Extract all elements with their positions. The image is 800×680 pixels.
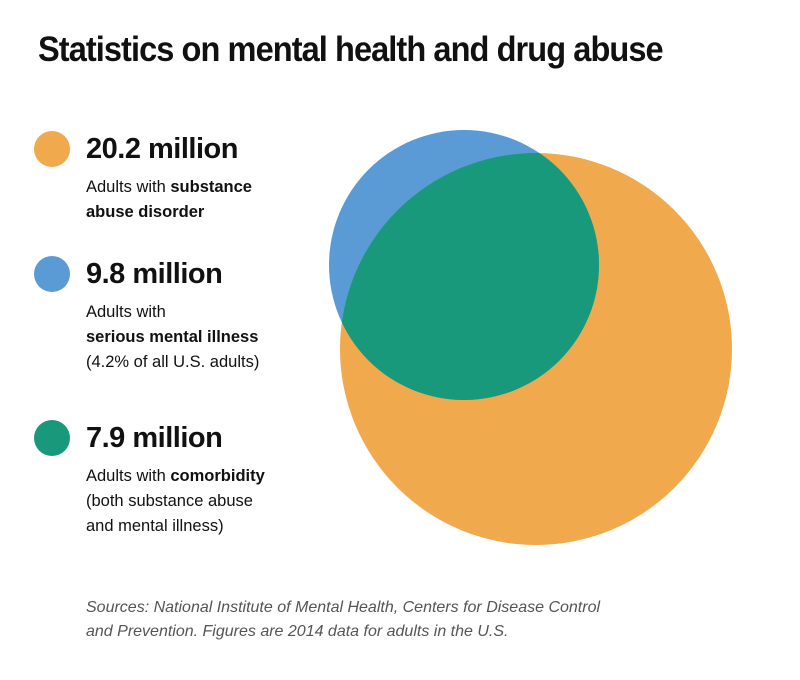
sources-note: Sources: National Institute of Mental He…	[86, 596, 726, 644]
description-line: (both substance abuse	[86, 489, 346, 514]
description-text: (both substance abuse	[86, 492, 253, 510]
page-title: Statistics on mental health and drug abu…	[38, 30, 664, 69]
description-bold-text: substance	[170, 178, 252, 196]
description-text: Adults with	[86, 178, 171, 196]
description-bold-text: abuse disorder	[86, 203, 205, 221]
comorbidity-description: Adults with comorbidity (both substance …	[86, 464, 346, 539]
mental-illness-description: Adults with serious mental illness (4.2%…	[86, 300, 346, 375]
description-line: and mental illness)	[86, 514, 346, 539]
comorbidity-value: 7.9 million	[86, 422, 223, 454]
mental-illness-value: 9.8 million	[86, 258, 223, 290]
comorbidity-overlap	[340, 153, 599, 400]
description-bold-text: serious mental illness	[86, 328, 259, 346]
description-bold-text: comorbidity	[170, 467, 265, 485]
description-line: abuse disorder	[86, 200, 346, 225]
comorbidity-color-dot	[34, 420, 70, 456]
description-text: and mental illness)	[86, 517, 224, 535]
description-text: Adults with	[86, 303, 166, 321]
description-line: Adults with	[86, 300, 346, 325]
substance-abuse-description: Adults with substance abuse disorder	[86, 175, 346, 225]
substance-abuse-value: 20.2 million	[86, 133, 238, 165]
description-line: (4.2% of all U.S. adults)	[86, 350, 346, 375]
sources-line: Sources: National Institute of Mental He…	[86, 599, 601, 616]
mental-illness-color-dot	[34, 256, 70, 292]
description-text: (4.2% of all U.S. adults)	[86, 353, 260, 371]
sources-line: and Prevention. Figures are 2014 data fo…	[86, 623, 509, 640]
description-line: Adults with comorbidity	[86, 464, 346, 489]
description-text: Adults with	[86, 467, 171, 485]
substance-abuse-color-dot	[34, 131, 70, 167]
description-line: serious mental illness	[86, 325, 346, 350]
description-line: Adults with substance	[86, 175, 346, 200]
